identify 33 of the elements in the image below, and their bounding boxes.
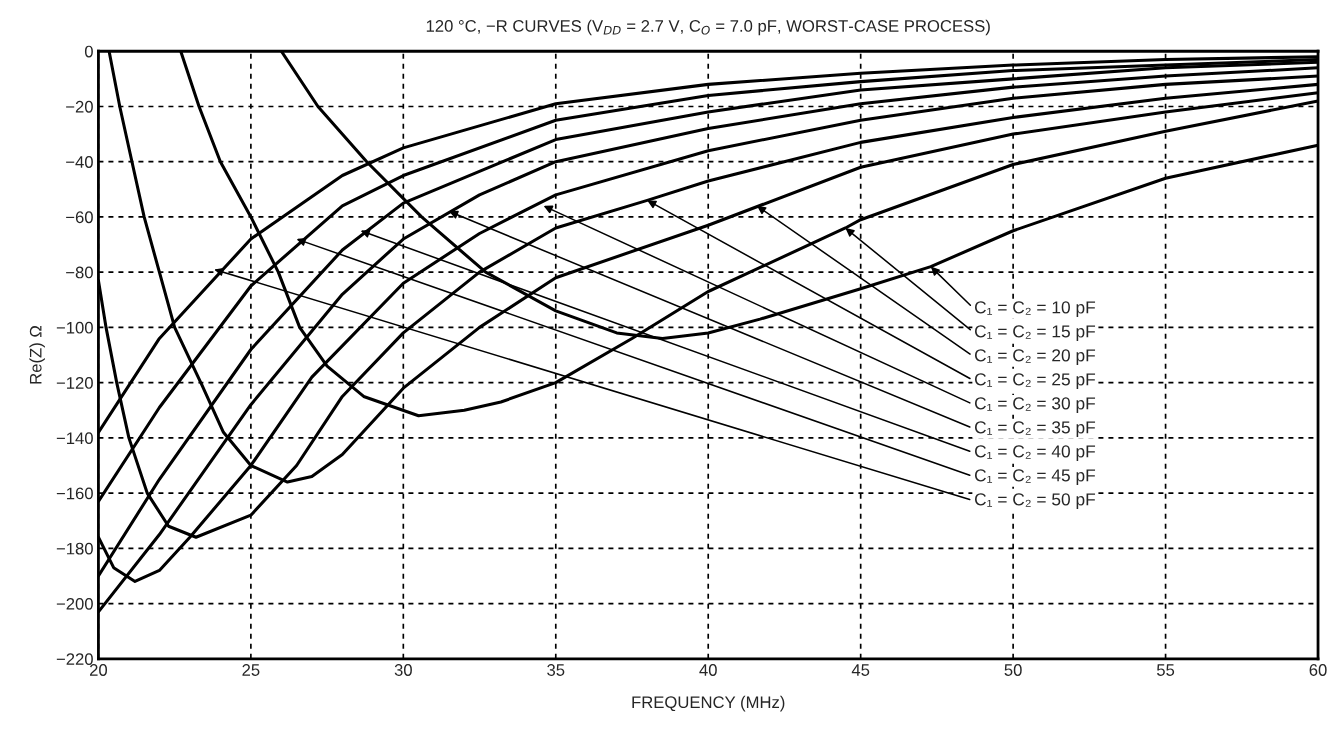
x-axis-title: FREQUENCY (MHz) xyxy=(632,695,785,712)
x-tick-label: 25 xyxy=(242,664,260,676)
annotation: C₁ = C₂ = 30 pF xyxy=(974,397,1096,413)
annotation: C₁ = C₂ = 50 pF xyxy=(974,493,1096,509)
y-tick-label: −120 xyxy=(56,377,93,389)
y-tick-label: −180 xyxy=(56,542,93,555)
chart-title: 120 °C, −R CURVES (V$_{DD}$ = 2.7 V, C$_{O}$ = 7.0 pF, WORST-CASE PROCESS) xyxy=(426,19,990,36)
x-tick-label: 60 xyxy=(1309,664,1327,676)
y-tick-label: −60 xyxy=(66,211,93,224)
x-tick-label: 20 xyxy=(89,664,108,676)
y-tick-label: 0 xyxy=(84,45,93,58)
y-tick-label: −140 xyxy=(56,432,93,445)
x-tick-label: 45 xyxy=(851,664,870,676)
annotation: C₁ = C₂ = 40 pF xyxy=(974,445,1096,461)
y-tick-label: −20 xyxy=(66,100,93,113)
annotation: C₁ = C₂ = 25 pF xyxy=(974,373,1096,389)
y-tick-label: −200 xyxy=(56,597,93,610)
x-tick-label: 40 xyxy=(699,664,717,676)
y-tick-label: −220 xyxy=(56,653,93,665)
annotation: C₁ = C₂ = 15 pF xyxy=(974,325,1096,341)
annotation: C₁ = C₂ = 35 pF xyxy=(974,421,1096,437)
y-tick-label: −80 xyxy=(66,266,93,279)
x-tick-label: 35 xyxy=(547,664,565,676)
x-tick-label: 50 xyxy=(1004,664,1022,676)
y-axis-title: Re(Z) Ω xyxy=(29,325,45,384)
annotation: C₁ = C₂ = 10 pF xyxy=(974,301,1096,317)
y-tick-label: −40 xyxy=(66,156,93,168)
y-tick-label: −100 xyxy=(56,321,93,334)
y-tick-label: −160 xyxy=(56,487,93,500)
x-tick-label: 30 xyxy=(394,664,412,676)
x-tick-label: 55 xyxy=(1156,664,1175,676)
annotation: C₁ = C₂ = 20 pF xyxy=(974,349,1096,365)
annotation: C₁ = C₂ = 45 pF xyxy=(974,469,1096,485)
